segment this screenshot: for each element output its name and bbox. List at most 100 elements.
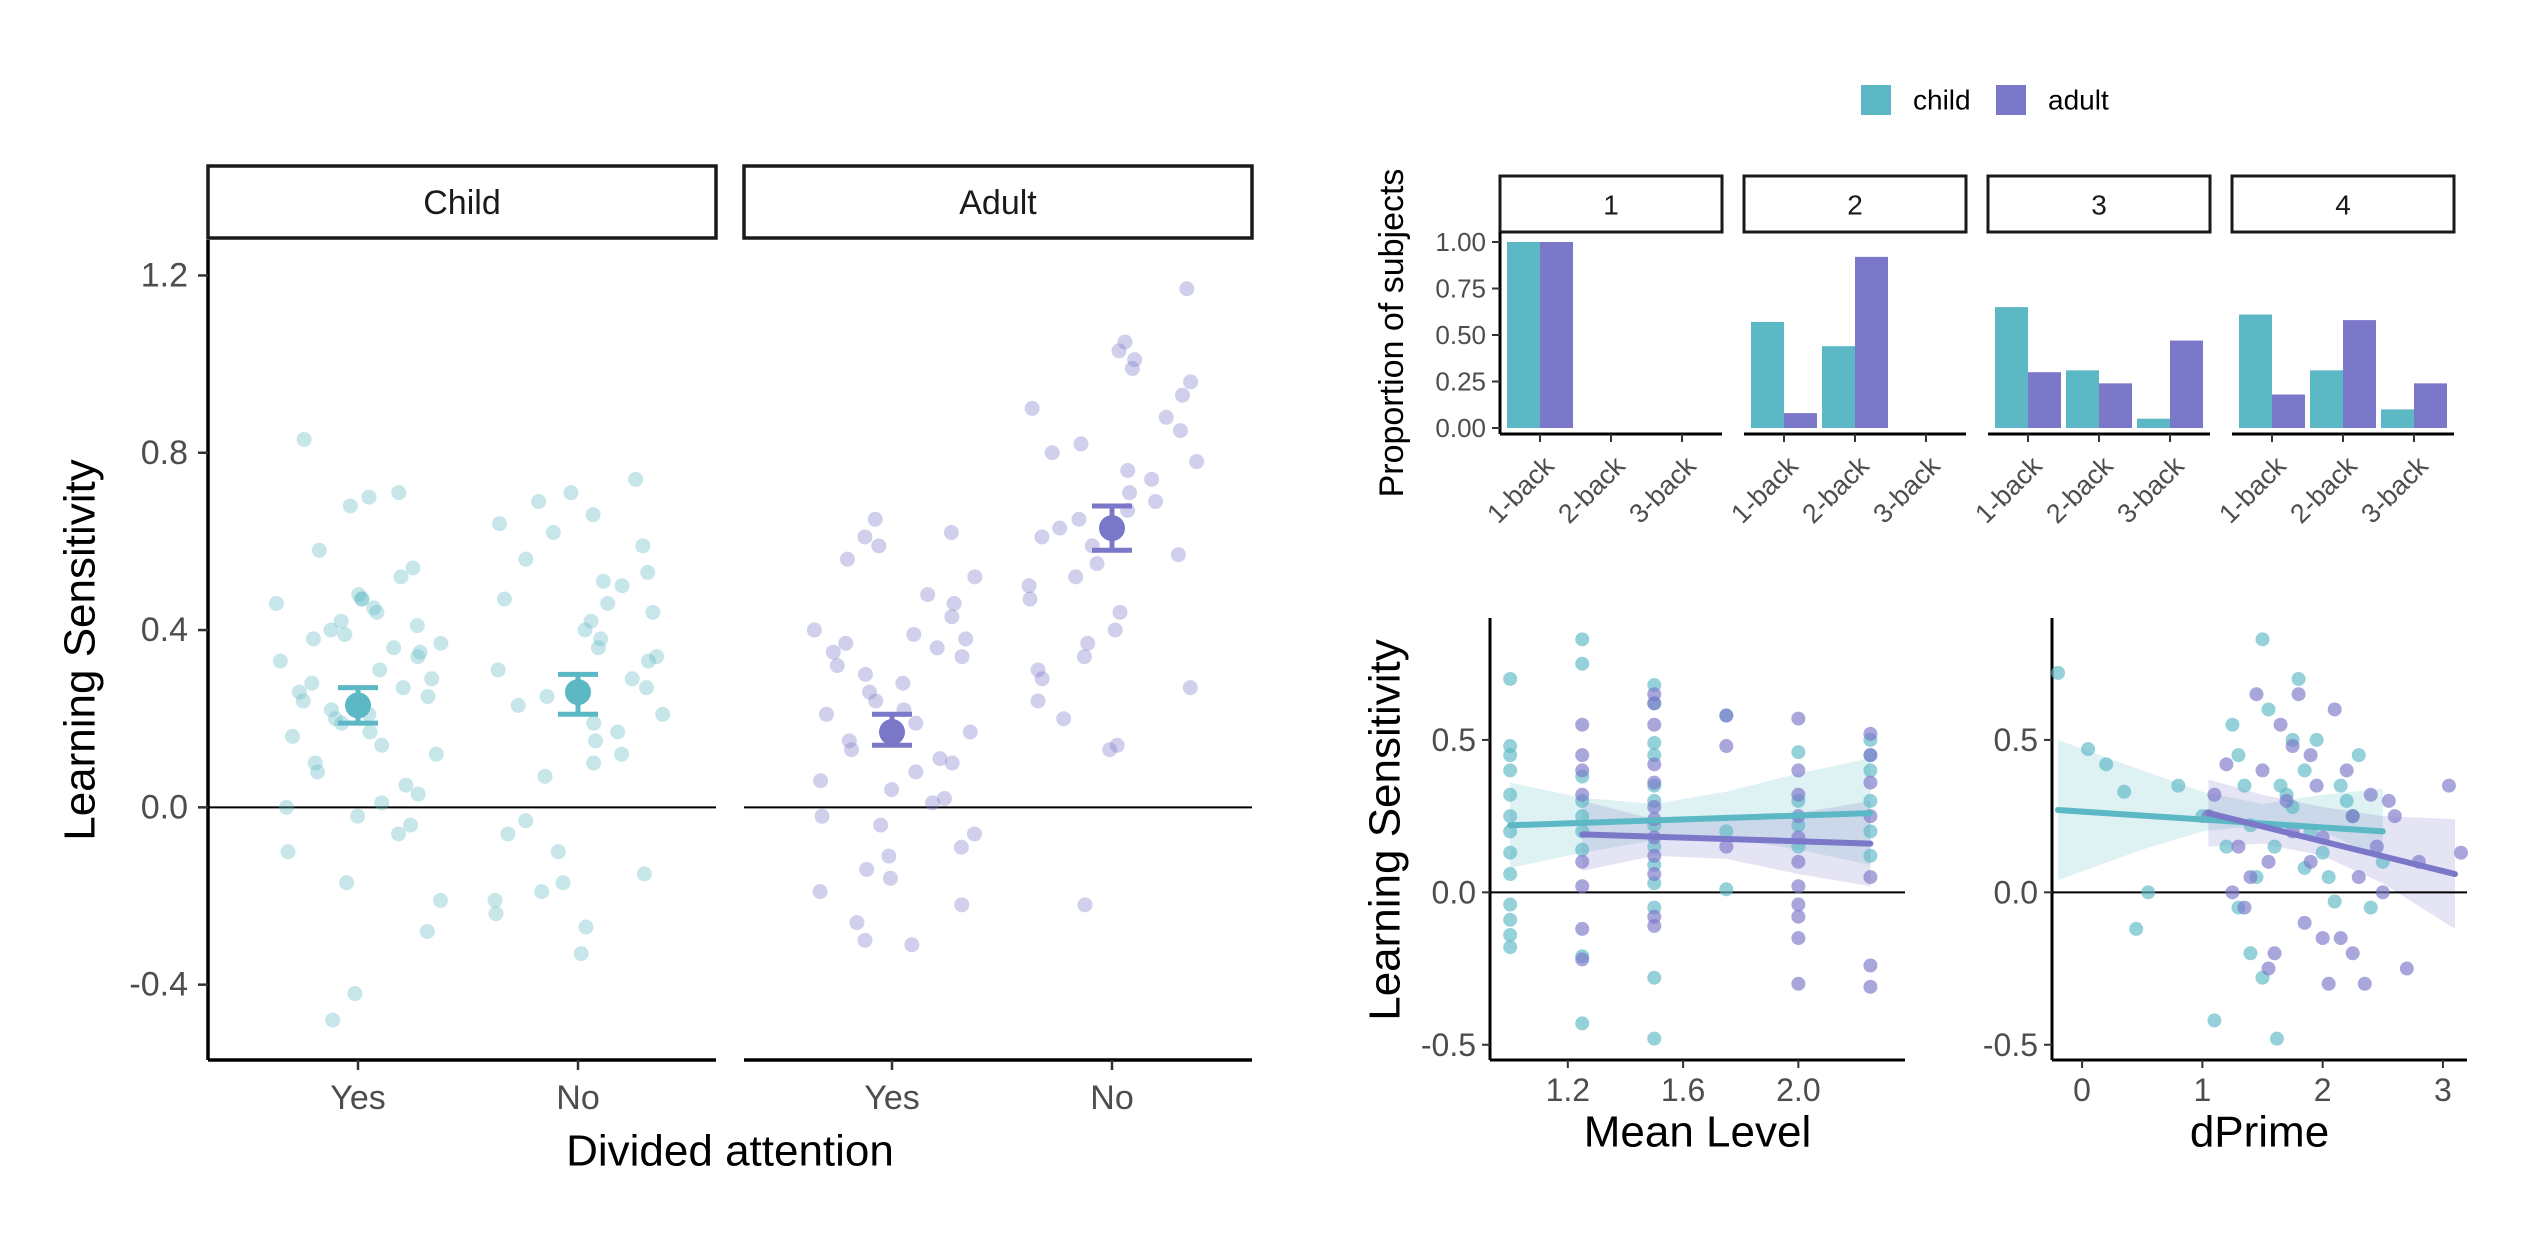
- data-point: [279, 799, 295, 815]
- data-point: [351, 587, 367, 603]
- data-point: [374, 795, 390, 811]
- data-point: [873, 817, 889, 833]
- data-point: [369, 604, 385, 620]
- data-point-adult: [2291, 687, 2306, 702]
- data-point: [518, 551, 534, 567]
- data-point: [958, 631, 974, 647]
- data-point: [402, 817, 418, 833]
- data-point: [1158, 409, 1174, 425]
- data-point-adult: [1791, 931, 1806, 946]
- data-point: [350, 808, 366, 824]
- data-point: [374, 737, 390, 753]
- data-point-child: [2117, 784, 2132, 799]
- bar-child: [1751, 321, 1784, 428]
- bar-child: [1822, 346, 1855, 428]
- data-point-adult: [1575, 787, 1590, 802]
- facet-strip-label: 1: [1603, 190, 1619, 221]
- data-point: [307, 755, 323, 771]
- data-point-adult: [2249, 687, 2264, 702]
- data-point-child: [2231, 748, 2246, 763]
- data-point: [645, 604, 661, 620]
- data-point-adult: [2321, 976, 2336, 991]
- data-point: [578, 919, 594, 935]
- bar-child: [2137, 418, 2170, 428]
- data-point-child: [2141, 885, 2156, 900]
- data-point: [1071, 511, 1087, 527]
- data-point: [1024, 400, 1040, 416]
- data-point: [655, 706, 671, 722]
- bar-adult: [2272, 394, 2305, 428]
- data-point: [372, 662, 388, 678]
- data-point: [1127, 352, 1143, 368]
- facet-strip-3: [1986, 174, 2212, 234]
- data-point-adult: [2243, 870, 2258, 885]
- data-point: [1056, 711, 1072, 727]
- data-point-child: [2171, 778, 2186, 793]
- data-point: [342, 498, 358, 514]
- data-point-child: [2243, 946, 2258, 961]
- data-point: [1030, 662, 1046, 678]
- data-point: [518, 813, 534, 829]
- data-point: [812, 884, 828, 900]
- data-point: [825, 644, 841, 660]
- data-point-child: [1503, 928, 1518, 943]
- facet-strip-label: 4: [2335, 190, 2351, 221]
- data-point: [1021, 578, 1037, 594]
- data-point: [593, 631, 609, 647]
- data-point: [966, 826, 982, 842]
- data-point: [1120, 462, 1136, 478]
- y-tick-label: 0.0: [1432, 874, 1476, 910]
- data-point: [844, 742, 860, 758]
- data-point: [333, 613, 349, 629]
- data-point: [920, 587, 936, 603]
- data-point-adult: [1575, 854, 1590, 869]
- data-point: [323, 702, 339, 718]
- data-point: [1073, 436, 1089, 452]
- facet-strip-label: 3: [2091, 190, 2107, 221]
- x-tick-label: 0: [2073, 1072, 2091, 1108]
- legend-label: adult: [2048, 85, 2109, 116]
- data-point-adult: [2237, 900, 2252, 915]
- data-point-adult: [1647, 799, 1662, 814]
- data-point: [925, 795, 941, 811]
- data-point-adult: [1647, 757, 1662, 772]
- data-point: [818, 706, 834, 722]
- confidence-band-child: [2058, 739, 2383, 881]
- data-point: [640, 653, 656, 669]
- bar-child: [1995, 307, 2028, 428]
- data-point-child: [1863, 824, 1878, 839]
- data-point: [510, 697, 526, 713]
- data-point: [354, 591, 370, 607]
- data-point-adult: [2279, 793, 2294, 808]
- data-point-adult: [2333, 931, 2348, 946]
- data-point-adult: [1575, 879, 1590, 894]
- data-point-child: [2269, 1031, 2284, 1046]
- data-point: [857, 932, 873, 948]
- mean-point: [1099, 515, 1125, 542]
- data-point: [428, 746, 444, 762]
- regression-line-adult: [2205, 810, 2458, 878]
- data-point: [1077, 897, 1093, 913]
- x-axis-title: Divided attention: [566, 1127, 894, 1176]
- bar-child: [2381, 409, 2414, 428]
- data-point-child: [2099, 757, 2114, 772]
- y-tick-label: 0.00: [1435, 413, 1486, 443]
- data-point: [954, 897, 970, 913]
- data-point: [868, 693, 884, 709]
- data-point-adult: [1647, 775, 1662, 790]
- data-point-child: [2363, 900, 2378, 915]
- data-point: [586, 715, 602, 731]
- data-point-adult: [1863, 748, 1878, 763]
- data-point-adult: [1647, 918, 1662, 933]
- data-point: [550, 844, 566, 860]
- data-point-adult: [1791, 711, 1806, 726]
- data-point: [962, 724, 978, 740]
- data-point-adult: [1719, 739, 1734, 754]
- facet-strip-label: 2: [1847, 190, 1863, 221]
- data-point: [305, 631, 321, 647]
- data-point: [577, 622, 593, 638]
- y-tick-label: 0.5: [1432, 722, 1476, 758]
- data-point-adult: [2297, 915, 2312, 930]
- data-point: [595, 573, 611, 589]
